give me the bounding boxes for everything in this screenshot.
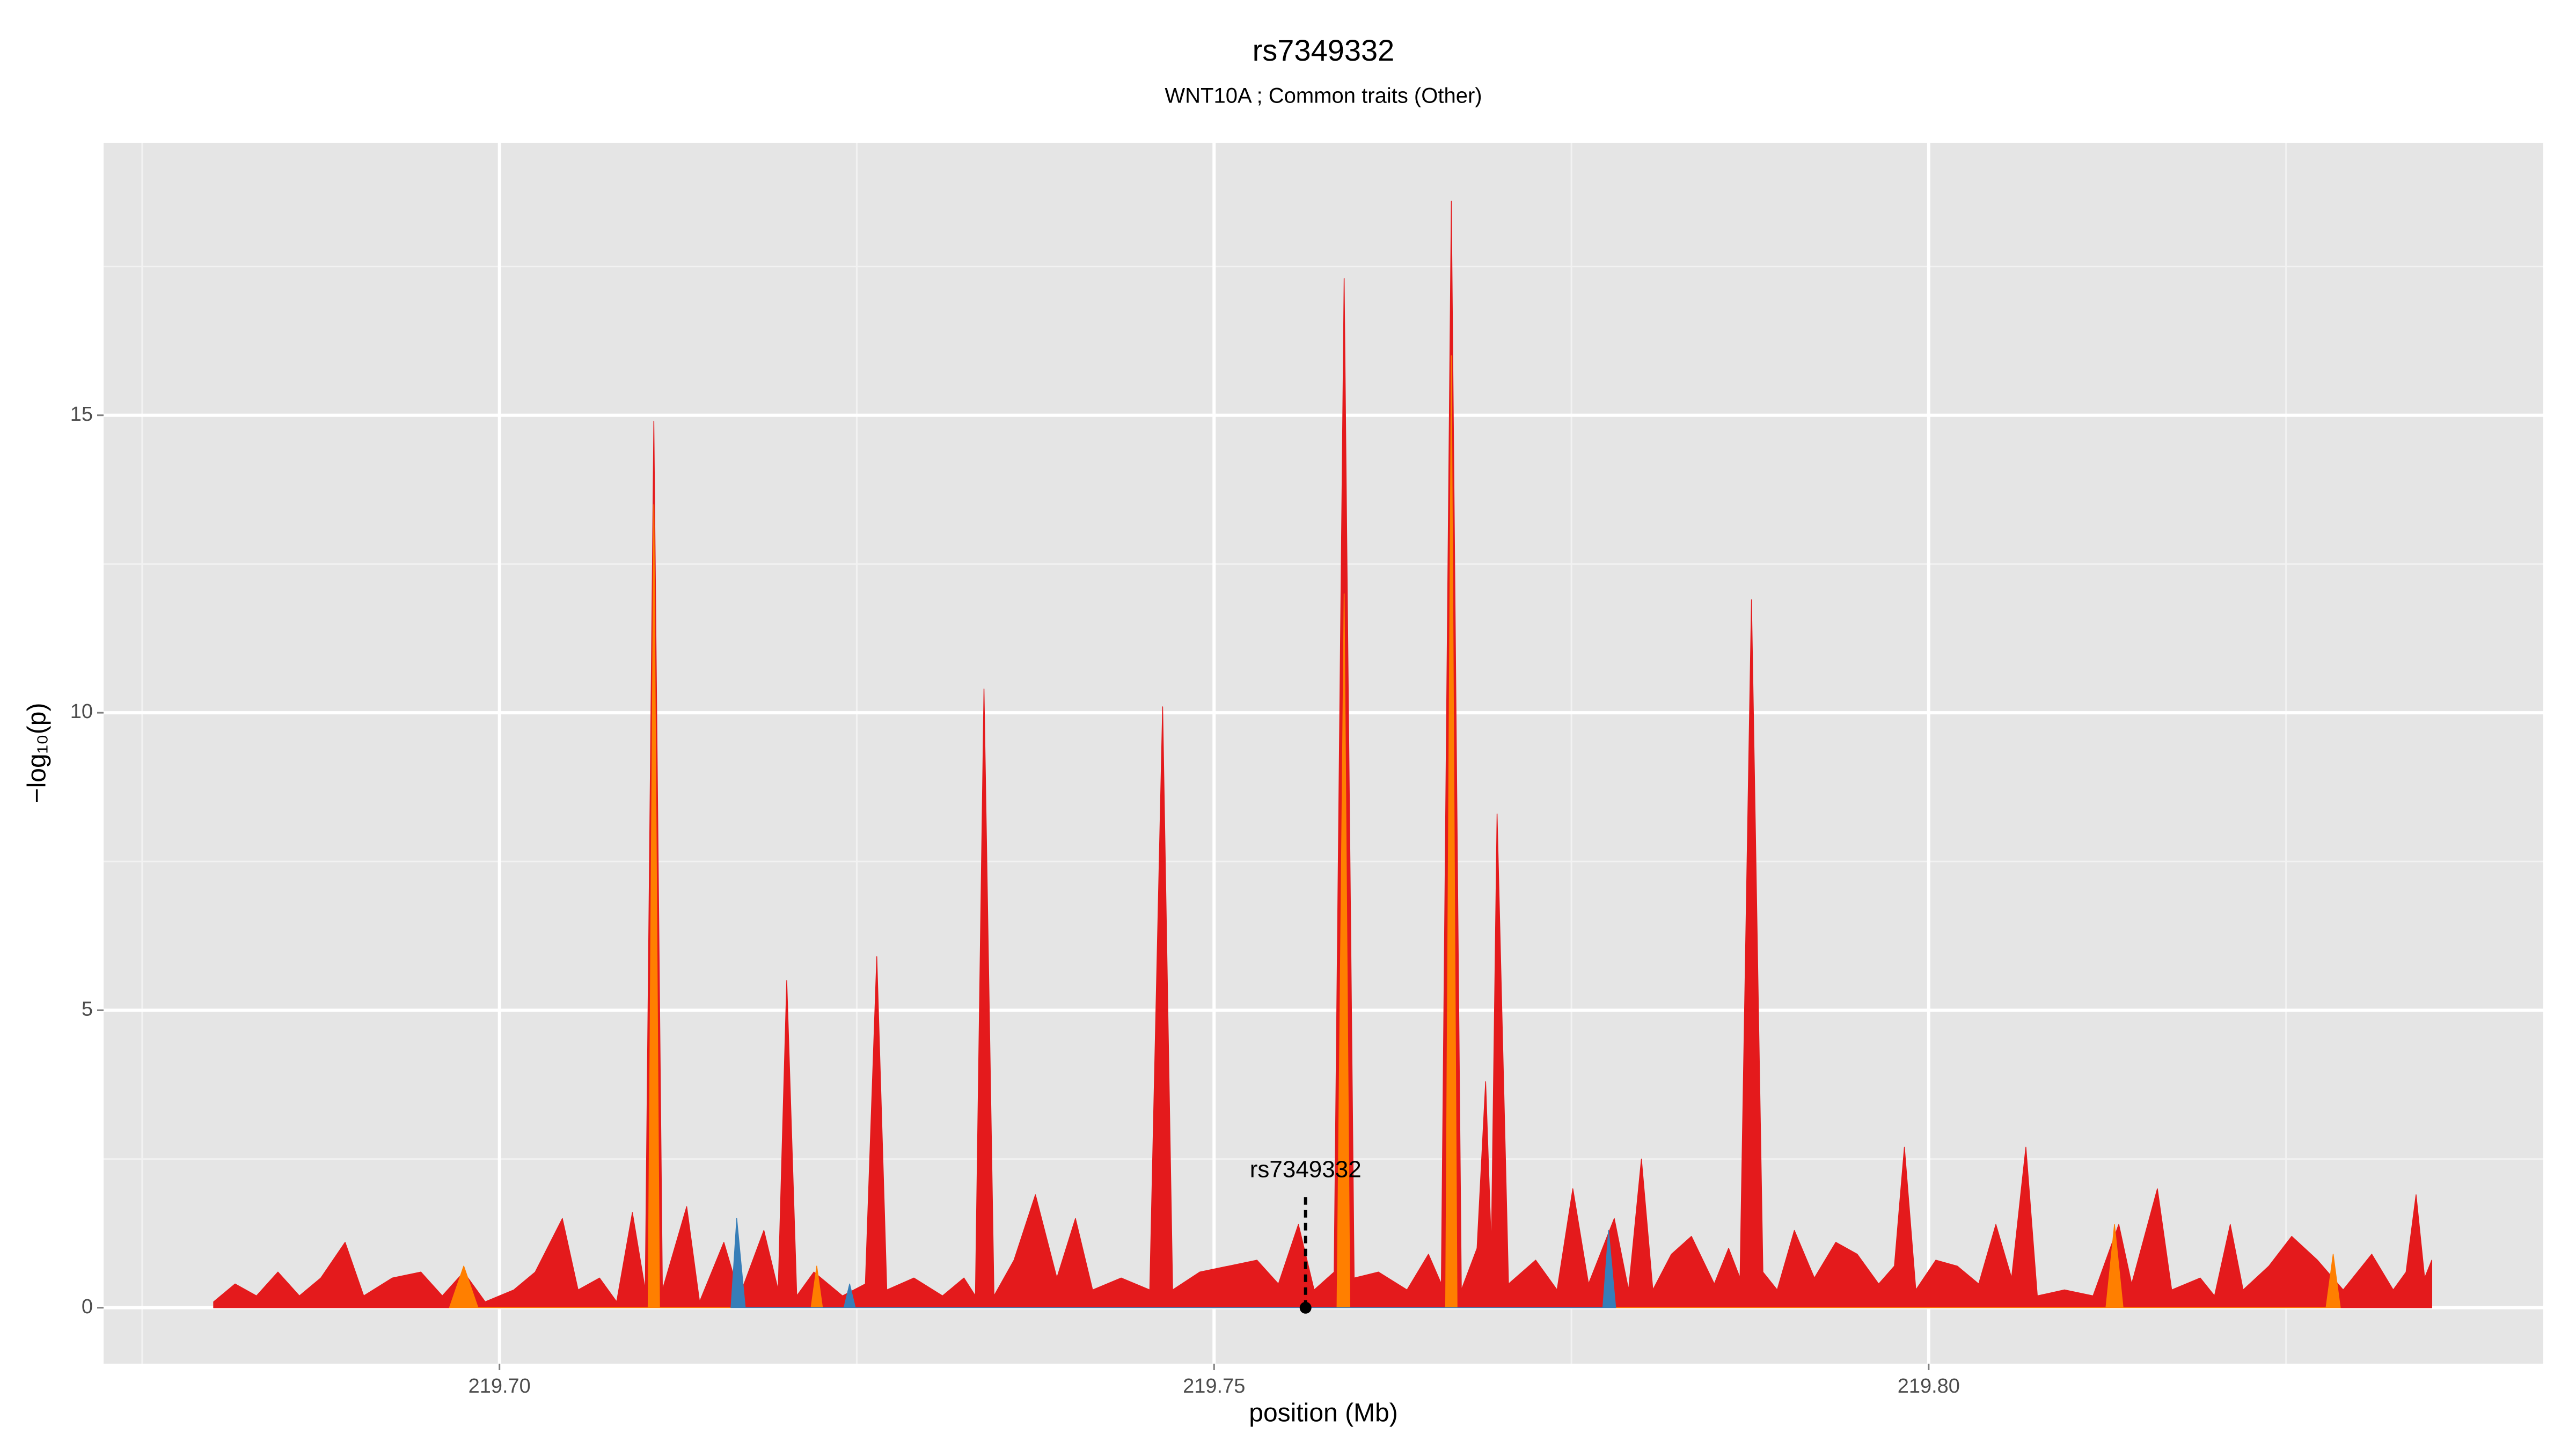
y-tick-label: 5 (82, 998, 93, 1020)
y-tick-label: 15 (70, 403, 93, 426)
area (730, 1218, 1616, 1308)
annotation-point (1299, 1301, 1312, 1314)
plot-panel (104, 143, 2543, 1364)
chart-title: rs7349332 (1253, 33, 1395, 67)
x-tick-label: 219.75 (1183, 1375, 1245, 1397)
y-tick-label: 0 (82, 1296, 93, 1318)
x-axis-label: position (Mb) (1249, 1399, 1397, 1428)
area (449, 355, 2341, 1308)
y-axis-label: −log₁₀(p) (23, 703, 52, 803)
x-tick-label: 219.80 (1898, 1375, 1960, 1397)
y-tick-label: 10 (70, 700, 93, 723)
chart-subtitle: WNT10A ; Common traits (Other) (1165, 84, 1482, 108)
area (213, 200, 2433, 1308)
annotation-label: rs7349332 (1250, 1156, 1362, 1182)
x-tick-label: 219.70 (469, 1375, 531, 1397)
